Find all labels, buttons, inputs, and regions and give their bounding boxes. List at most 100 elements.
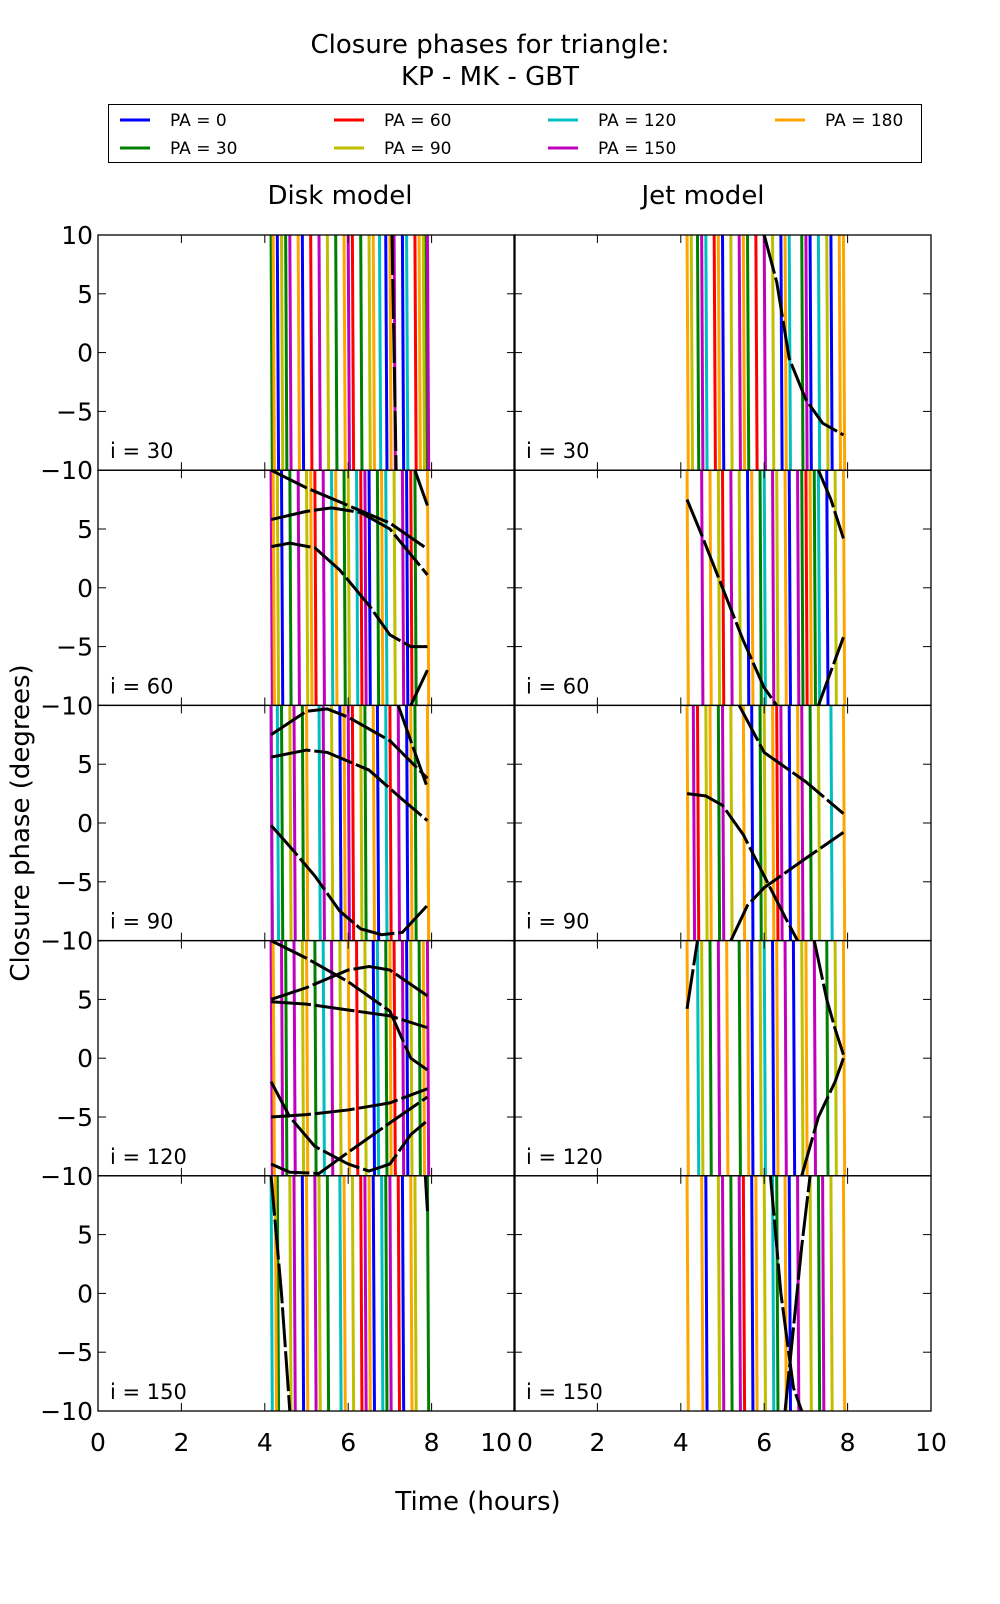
x-tick-label: 6 [340,1428,356,1457]
panel-data [269,235,431,471]
series-line-pa-120 [338,1175,343,1412]
series-line-pa-30 [746,235,751,471]
series-line-pa-30 [384,940,389,1176]
panel-disk-row-4: i = 120 −10 −5 0 5 [40,939,516,1191]
black-curve [269,824,429,937]
series-line-pa-120 [762,470,767,706]
series-line-pa-150 [716,940,722,1176]
panel-data [685,940,847,1176]
series-line-pa-150 [812,940,817,1176]
panel-frame [97,234,516,471]
series-line-pa-180 [685,1175,690,1412]
series-line-pa-30 [313,940,318,1176]
panel-disk-row-3: i = 90 −10 −5 0 5 [40,704,516,956]
series-line-pa-180 [741,235,747,471]
series-line-pa-180 [421,940,427,1176]
series-line-pa-90 [816,705,822,941]
black-curve [413,470,429,506]
series-line-pa-90 [330,705,335,941]
series-line-pa-150 [691,705,697,941]
panel-jet-row-5: i = 150 0 2 4 6 8 10 [513,1175,947,1457]
series-line-pa-150 [288,235,293,471]
series-line-pa-90 [829,1175,834,1412]
series-line-pa-0 [750,1175,755,1412]
series-line-pa-90 [700,940,705,1176]
x-tick-label: 4 [257,1428,273,1457]
series-line-pa-0 [704,1175,709,1412]
panel-frame [513,939,932,1177]
black-curve [270,1000,428,1030]
series-line-pa-180 [708,470,713,706]
series-line-pa-0 [300,1175,306,1412]
series-line-pa-0 [384,235,389,471]
series-line-pa-120 [829,705,834,941]
series-line-pa-150 [729,470,734,706]
series-line-pa-60 [409,470,414,706]
series-line-pa-90 [305,470,310,706]
column-title-jet: Jet model [639,181,764,211]
series-line-pa-30 [300,705,306,941]
inclination-label: i = 120 [526,1145,603,1169]
inclination-label: i = 30 [526,439,590,463]
series-line-pa-0 [367,470,372,706]
series-line-pa-150 [700,470,705,706]
series-line-pa-0 [787,470,792,706]
series-line-pa-180 [388,940,393,1176]
legend-label: PA = 120 [598,111,676,131]
series-line-pa-180 [367,1175,372,1412]
series-line-pa-90 [279,235,285,471]
series-line-pa-30 [417,940,422,1176]
series-line-pa-120 [787,235,792,471]
y-tick-label: 5 [77,515,93,544]
chart-title-line-1: Closure phases for triangle: [311,30,670,60]
series-line-pa-90 [808,1175,813,1412]
series-line-pa-60 [313,470,318,706]
series-line-pa-30 [375,470,381,706]
series-line-pa-0 [371,940,376,1176]
series-line-pa-0 [375,705,381,941]
series-line-pa-90 [350,1175,356,1412]
series-line-pa-180 [783,1175,788,1412]
series-line-pa-30 [729,1175,734,1412]
series-line-pa-150 [396,705,401,941]
series-line-pa-30 [758,705,763,941]
series-line-pa-150 [330,940,335,1176]
legend-label: PA = 90 [384,139,451,159]
y-tick-label: −10 [40,1162,93,1191]
series-line-pa-180 [685,940,690,1176]
series-line-pa-0 [338,705,343,941]
series-line-pa-150 [721,705,726,941]
series-line-pa-150 [779,705,784,941]
series-line-pa-150 [279,940,285,1176]
black-curve [270,748,429,822]
series-line-pa-150 [346,705,351,941]
series-line-pa-180 [409,705,414,941]
legend-label: PA = 30 [170,139,237,159]
black-curve [817,636,845,706]
series-line-pa-30 [284,940,289,1176]
series-line-pa-30 [423,235,429,471]
series-line-pa-120 [321,940,326,1176]
series-line-pa-60 [359,1175,364,1412]
series-line-pa-180 [417,235,422,471]
series-line-pa-120 [377,235,383,471]
series-line-pa-90 [833,470,838,706]
series-line-pa-30 [284,235,289,471]
y-tick-label: 5 [77,280,93,309]
series-line-pa-90 [825,235,830,471]
inclination-label: i = 60 [526,674,590,698]
series-line-pa-120 [405,235,410,471]
panel-data [685,235,847,471]
black-curve [396,705,429,789]
y-tick-label: 5 [77,985,93,1014]
series-line-pa-90 [729,235,734,471]
y-tick-label: 5 [77,750,93,779]
y-tick-label: −5 [56,397,93,426]
legend-label: PA = 60 [384,111,451,131]
series-line-pa-0 [721,235,726,471]
y-tick-label: 0 [77,1044,93,1073]
y-tick-label: 10 [61,221,93,250]
series-line-pa-150 [721,1175,726,1412]
black-curve [270,964,429,1001]
series-line-pa-150 [400,470,406,706]
